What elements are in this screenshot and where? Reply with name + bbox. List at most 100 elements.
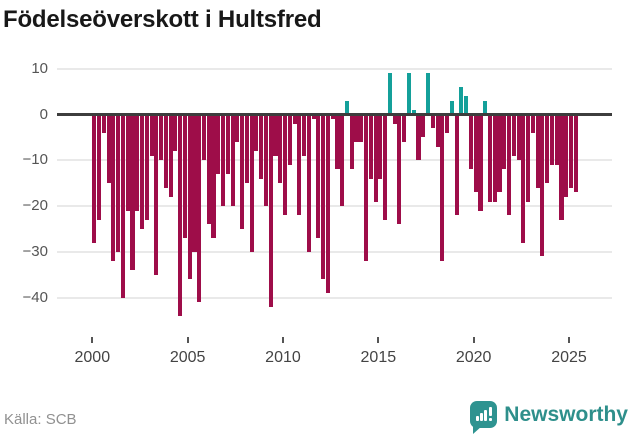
bar bbox=[511, 114, 516, 156]
bar bbox=[325, 114, 330, 294]
bar bbox=[425, 73, 431, 115]
y-tick-label: 0 bbox=[39, 105, 48, 123]
bar bbox=[349, 114, 354, 170]
bar bbox=[125, 114, 130, 211]
x-tick-label: 2020 bbox=[455, 349, 492, 366]
bar bbox=[559, 114, 564, 220]
bar bbox=[230, 114, 235, 207]
bar bbox=[287, 114, 292, 165]
bar bbox=[311, 114, 316, 120]
gridline bbox=[57, 67, 612, 70]
bar bbox=[364, 114, 369, 262]
source-caption: Källa: SCB bbox=[4, 411, 77, 428]
bar bbox=[316, 114, 321, 239]
bar bbox=[149, 114, 154, 156]
bar bbox=[354, 114, 359, 142]
bar bbox=[521, 114, 526, 243]
bar bbox=[554, 114, 559, 165]
bar bbox=[549, 114, 555, 165]
bar bbox=[492, 114, 497, 202]
bar bbox=[344, 100, 350, 115]
bar bbox=[235, 114, 240, 142]
bar bbox=[569, 114, 574, 188]
mini-bar-icon bbox=[480, 413, 484, 421]
bar bbox=[406, 73, 412, 115]
bar bbox=[273, 114, 278, 156]
bar bbox=[101, 114, 106, 133]
bar bbox=[297, 114, 302, 216]
exclamation-dot-icon bbox=[489, 418, 493, 421]
x-tick-label: 2005 bbox=[169, 349, 206, 366]
bar bbox=[478, 114, 483, 211]
bar bbox=[468, 114, 473, 170]
bar bbox=[502, 114, 507, 170]
bar bbox=[192, 114, 197, 252]
gridline bbox=[57, 159, 612, 162]
bar bbox=[373, 114, 378, 202]
bar bbox=[163, 114, 168, 188]
bar bbox=[402, 114, 407, 142]
gridline bbox=[57, 205, 612, 208]
mini-bar-icon bbox=[484, 410, 488, 421]
bar bbox=[497, 114, 502, 193]
bar bbox=[340, 114, 345, 207]
bar bbox=[421, 114, 426, 138]
bar bbox=[459, 87, 464, 115]
x-tick-label: 2025 bbox=[551, 349, 587, 366]
bar bbox=[359, 114, 364, 142]
bar bbox=[335, 114, 340, 170]
brand-logo: Newsworthy bbox=[470, 401, 628, 434]
bar bbox=[526, 114, 531, 202]
y-tick-label: −30 bbox=[22, 242, 48, 260]
bar bbox=[535, 114, 540, 188]
bar bbox=[178, 114, 183, 317]
bar bbox=[139, 114, 145, 229]
bar bbox=[240, 114, 245, 229]
x-tick bbox=[377, 337, 380, 343]
x-tick bbox=[568, 337, 570, 343]
y-tick-label: −10 bbox=[22, 151, 48, 169]
bar bbox=[330, 114, 335, 120]
bar bbox=[244, 114, 249, 184]
bar bbox=[106, 114, 111, 184]
bar bbox=[416, 114, 421, 161]
bar bbox=[564, 114, 569, 197]
bar bbox=[111, 114, 116, 262]
bar bbox=[378, 114, 383, 179]
bar bbox=[440, 114, 445, 262]
bar bbox=[445, 114, 450, 133]
bar bbox=[507, 114, 512, 216]
bar bbox=[259, 114, 264, 179]
y-tick-label: 10 bbox=[31, 59, 48, 77]
bar bbox=[306, 114, 311, 252]
bar bbox=[116, 114, 121, 252]
bar bbox=[187, 114, 192, 280]
mini-bar-icon bbox=[476, 416, 480, 421]
bar bbox=[545, 114, 550, 184]
chart-title: Födelseöverskott i Hultsfred bbox=[3, 6, 322, 33]
bar bbox=[263, 114, 268, 207]
bar bbox=[201, 114, 207, 161]
bar bbox=[411, 109, 416, 115]
bar bbox=[206, 114, 211, 225]
bar bbox=[211, 114, 216, 239]
bar bbox=[573, 114, 578, 193]
bar bbox=[197, 114, 202, 303]
gridline bbox=[57, 250, 612, 253]
y-tick-label: −20 bbox=[22, 197, 48, 215]
bar bbox=[182, 114, 187, 239]
bar bbox=[383, 114, 388, 220]
bar bbox=[278, 114, 283, 184]
bar bbox=[430, 114, 435, 129]
bar bbox=[392, 114, 397, 124]
exclamation-bar-icon bbox=[489, 407, 493, 416]
x-tick bbox=[472, 337, 475, 343]
bar bbox=[473, 114, 478, 193]
x-tick bbox=[281, 337, 284, 343]
bar bbox=[397, 114, 402, 225]
bar bbox=[449, 100, 454, 115]
bar bbox=[173, 114, 178, 152]
bar bbox=[516, 114, 521, 161]
